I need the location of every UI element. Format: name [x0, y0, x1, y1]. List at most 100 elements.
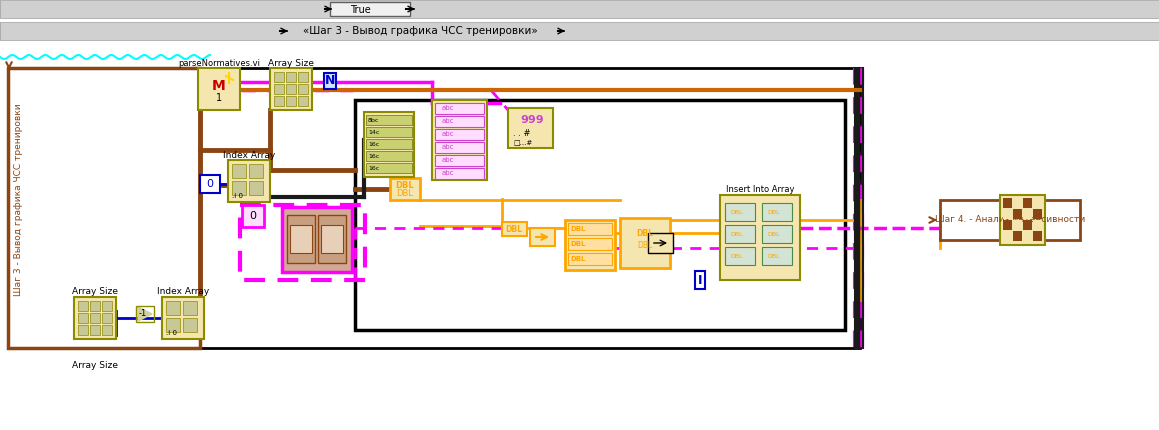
Bar — [274, 72, 284, 82]
Bar — [355, 100, 845, 330]
Text: N: N — [325, 74, 335, 87]
Bar — [298, 96, 308, 106]
Bar — [1003, 209, 1012, 219]
Text: DBL: DBL — [767, 231, 780, 236]
Bar — [78, 313, 88, 323]
Bar — [1033, 231, 1042, 241]
Text: True: True — [350, 5, 371, 15]
Text: Шаг 4. - Анализ интенсивности: Шаг 4. - Анализ интенсивности — [935, 215, 1085, 224]
Text: Index Array: Index Array — [223, 150, 275, 160]
Text: abc: abc — [442, 118, 454, 124]
Bar — [162, 297, 204, 339]
Bar — [1003, 220, 1012, 230]
Bar — [1000, 195, 1045, 245]
Bar — [298, 72, 308, 82]
Bar — [435, 129, 484, 140]
Text: DBL: DBL — [570, 256, 585, 262]
Bar — [249, 181, 263, 195]
Bar — [74, 297, 116, 339]
Text: DBL: DBL — [396, 190, 414, 199]
Bar — [1023, 209, 1032, 219]
Bar — [435, 155, 484, 166]
Bar — [330, 2, 410, 16]
Bar — [201, 68, 860, 348]
Text: 0: 0 — [249, 211, 256, 221]
Bar — [366, 139, 411, 149]
Bar — [90, 301, 100, 311]
Bar — [0, 22, 1159, 40]
Text: Array Size: Array Size — [72, 360, 118, 369]
Bar — [1013, 231, 1022, 241]
Bar — [1013, 209, 1022, 219]
Bar — [726, 225, 755, 243]
Bar — [228, 160, 270, 202]
Bar — [1003, 231, 1012, 241]
Text: DBL: DBL — [636, 228, 654, 237]
Bar — [274, 84, 284, 94]
Bar — [364, 112, 414, 177]
Text: Шаг 3 - Вывод графика ЧСС тренировки: Шаг 3 - Вывод графика ЧСС тренировки — [14, 104, 23, 296]
Polygon shape — [138, 307, 152, 321]
Text: 16c: 16c — [369, 154, 379, 159]
Bar — [90, 313, 100, 323]
Bar — [502, 222, 527, 236]
Text: 0: 0 — [206, 179, 213, 189]
Bar — [432, 100, 487, 180]
Bar — [166, 318, 180, 332]
Bar — [102, 301, 112, 311]
Text: 999: 999 — [520, 115, 544, 125]
Bar — [940, 200, 1080, 240]
Text: DBL: DBL — [730, 231, 743, 236]
Text: □...#: □...# — [513, 139, 532, 145]
Bar — [435, 168, 484, 179]
Bar — [1033, 198, 1042, 208]
Bar — [90, 325, 100, 335]
Bar — [0, 0, 1159, 18]
Bar — [648, 233, 673, 253]
Bar — [102, 325, 112, 335]
Bar — [232, 164, 246, 178]
Bar — [761, 225, 792, 243]
Text: 16c: 16c — [369, 166, 379, 171]
Text: 1: 1 — [216, 93, 223, 103]
Bar — [389, 178, 420, 200]
Bar — [102, 313, 112, 323]
Text: abc: abc — [442, 170, 454, 176]
Bar — [183, 301, 197, 315]
Bar — [183, 318, 197, 332]
Text: 14c: 14c — [369, 129, 379, 135]
Text: «Шаг 3 - Вывод графика ЧСС тренировки»: «Шаг 3 - Вывод графика ЧСС тренировки» — [302, 26, 538, 36]
Text: M: M — [212, 79, 226, 93]
Bar — [435, 103, 484, 114]
Text: DBL: DBL — [730, 209, 743, 215]
Bar — [1033, 220, 1042, 230]
Bar — [726, 247, 755, 265]
Bar — [761, 247, 792, 265]
Bar — [1013, 220, 1022, 230]
Bar — [78, 325, 88, 335]
Polygon shape — [388, 6, 396, 13]
Text: abc: abc — [442, 157, 454, 163]
Bar — [286, 72, 296, 82]
Bar — [1013, 198, 1022, 208]
Bar — [201, 175, 220, 193]
Bar — [166, 301, 180, 315]
Bar — [318, 215, 347, 263]
Bar — [78, 301, 88, 311]
Bar — [321, 225, 343, 253]
Bar — [720, 195, 800, 280]
Text: Array Size: Array Size — [268, 58, 314, 68]
Bar — [1023, 198, 1032, 208]
Bar — [287, 215, 315, 263]
Bar — [282, 207, 352, 272]
Bar — [530, 228, 555, 246]
Text: DBL: DBL — [505, 224, 523, 233]
Bar — [435, 116, 484, 127]
Text: 8bc: 8bc — [369, 117, 379, 123]
Bar — [1023, 231, 1032, 241]
Bar — [568, 238, 612, 250]
Text: parseNormatives.vi: parseNormatives.vi — [178, 58, 260, 68]
Bar — [286, 84, 296, 94]
Bar — [620, 218, 670, 268]
Bar — [1023, 220, 1032, 230]
